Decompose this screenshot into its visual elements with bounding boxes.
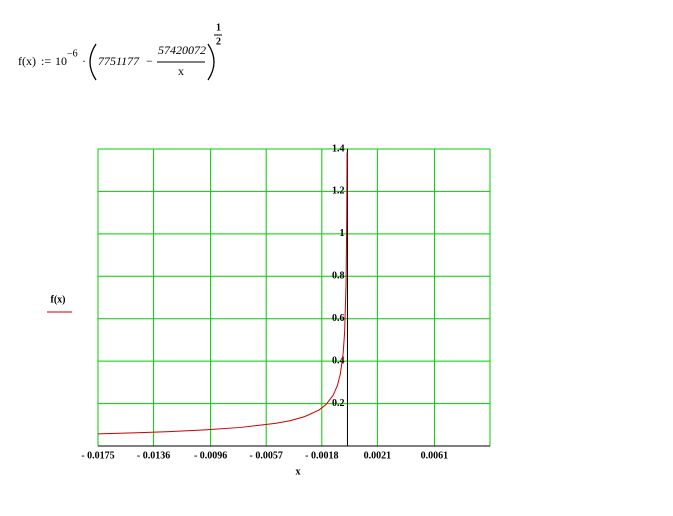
formula-denominator: x (178, 64, 184, 78)
formula-dot: · (82, 54, 86, 68)
x-tick-label: - 0.0018 (305, 450, 338, 461)
formula-constant: 7751177 (98, 54, 140, 68)
data-line (97, 152, 348, 435)
formula-power-denominator: 2 (216, 36, 221, 47)
formula-power-numerator: 1 (216, 22, 221, 33)
legend-label: f(x) (51, 294, 66, 305)
x-tick-label: 0.0021 (364, 450, 392, 461)
formula: f(x) := 10 −6 · 7751177 − 57420072 x 1 2 (18, 22, 222, 81)
y-tick-label: 0.6 (332, 313, 345, 324)
y-tick-label: 1.4 (332, 143, 345, 154)
formula-lhs: f(x) (18, 54, 36, 68)
y-tick-label: 0.4 (332, 355, 345, 366)
x-tick-label: - 0.0057 (250, 450, 283, 461)
x-tick-label: 0.0061 (421, 450, 449, 461)
formula-base: 10 (55, 54, 67, 68)
formula-numerator: 57420072 (158, 43, 206, 57)
y-tick-label: 1.2 (332, 186, 345, 197)
x-axis-label: x (296, 466, 301, 477)
formula-assign: := (41, 54, 51, 68)
x-tick-label: - 0.0175 (81, 450, 114, 461)
x-tick-label: - 0.0096 (194, 450, 227, 461)
paren-left (89, 43, 97, 81)
y-tick-label: 1 (339, 228, 344, 239)
formula-exponent: −6 (67, 48, 78, 59)
formula-minus: − (146, 54, 153, 68)
y-tick-label: 0.8 (332, 271, 345, 282)
paren-right (207, 43, 215, 81)
x-tick-label: - 0.0136 (137, 450, 170, 461)
y-tick-label: 0.2 (332, 398, 345, 409)
